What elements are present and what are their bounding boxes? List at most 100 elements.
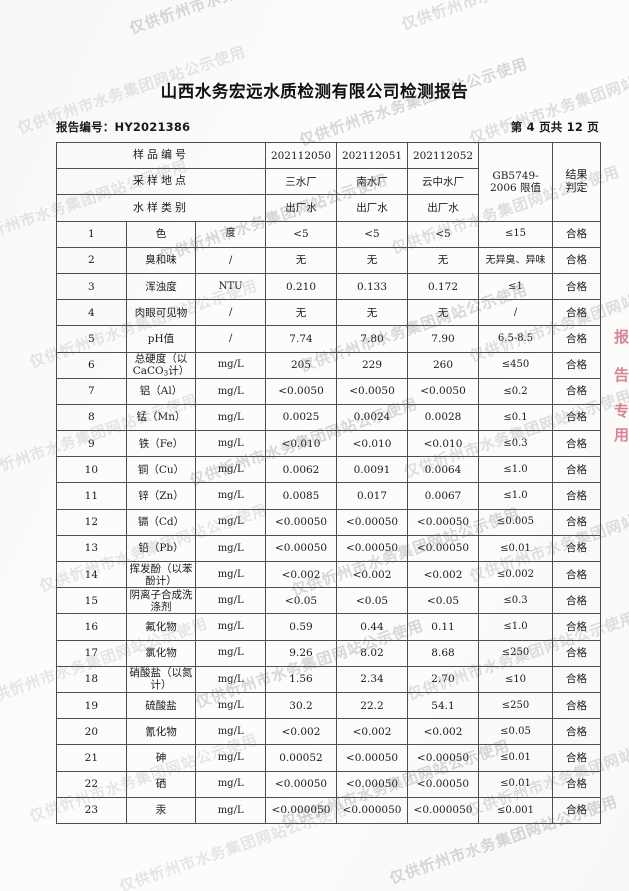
standard-limit: ≤0.3: [478, 430, 553, 458]
value-sample-2: <5: [336, 220, 408, 248]
parameter-unit: mg/L: [195, 770, 266, 798]
value-sample-2: 7.80: [336, 325, 408, 353]
standard-limit: ≤0.005: [478, 508, 553, 536]
parameter-name: 臭和味: [125, 246, 197, 274]
value-sample-1: <0.0050: [265, 377, 337, 405]
verdict: 合格: [552, 691, 601, 720]
parameter-name: 铅（Pb）: [125, 534, 197, 563]
parameter-name: 砷: [125, 744, 197, 772]
value-sample-1: <0.00050: [265, 534, 337, 563]
table-row: 22 硒 mg/L <0.00050 <0.00050 <0.00050 ≤0.01 合格: [56, 770, 601, 798]
parameter-name: 肉眼可见物: [125, 299, 197, 327]
standard-limit: ≤0.01: [478, 744, 553, 772]
standard-limit: ≤1.0: [478, 482, 553, 510]
row-index: 8: [56, 403, 127, 432]
standard-limit: ≤250: [478, 639, 553, 667]
water-quality-results-table: 样品编号 202112050 202112051 202112052 GB5749- 20…: [56, 141, 601, 824]
table-row: 17 氯化物 mg/L 9.26 8.02 8.68 ≤250 合格: [56, 639, 601, 667]
table-row: 5 pH值/7.74 7.80 7.90 6.5-8.5 合格: [56, 325, 601, 353]
value-sample-3: 260: [407, 351, 479, 379]
parameter-unit: mg/L: [195, 613, 266, 641]
value-sample-3: <0.00050: [407, 744, 479, 772]
standard-limit-header: GB5749- 2006 限值: [478, 142, 553, 222]
parameter-name: 硒: [125, 770, 197, 798]
verdict: 合格: [552, 560, 601, 589]
parameter-name: 挥发酚（以苯酚计）: [125, 560, 197, 589]
parameter-name: 镉（Cd）: [125, 508, 197, 536]
standard-limit: ≤0.3: [478, 587, 553, 615]
value-sample-1: 0.59: [265, 613, 337, 641]
parameter-name: 总硬度（以CaCO3计）: [125, 351, 197, 379]
verdict: 合格: [552, 718, 601, 746]
document-meta: 报告编号：HY2021386 第 4 页共 12 页: [0, 102, 629, 142]
value-sample-1: <5: [265, 220, 337, 248]
table-row: 3 浑浊度 NTU 0.210 0.133 0.172 ≤1 合格: [56, 272, 601, 301]
verdict: 合格: [552, 508, 601, 536]
report-number: 报告编号：HY2021386: [56, 120, 191, 134]
value-sample-1: 0.0085: [265, 482, 337, 510]
parameter-unit: mg/L: [195, 403, 266, 432]
standard-limit: ≤0.1: [478, 403, 553, 432]
row-index: 15: [56, 587, 127, 615]
row-index: 17: [56, 639, 127, 667]
value-sample-1: <0.010: [265, 430, 337, 458]
standard-limit: 6.5-8.5: [478, 325, 553, 353]
value-sample-1: <0.000050: [265, 796, 337, 824]
parameter-name: 氟化物: [125, 613, 197, 641]
table-row: 8 锰（Mn） mg/L 0.0025 0.0024 0.0028 ≤0.1 合格: [56, 403, 601, 432]
value-sample-2: 0.44: [336, 613, 408, 641]
value-sample-3: <0.0050: [407, 377, 479, 405]
water-type-1: 出厂水: [265, 194, 337, 222]
parameter-name: 硝酸盐（以氮计）: [125, 665, 197, 693]
table-row: 13 铅（Pb） mg/L <0.00050 <0.00050 <0.00050 ≤0.01…: [56, 534, 601, 563]
parameter-name: 浑浊度: [125, 272, 197, 301]
parameter-unit: mg/L: [195, 508, 266, 536]
parameter-name: 色: [125, 220, 197, 248]
parameter-unit: 度: [195, 220, 266, 248]
parameter-name: 氰化物: [125, 718, 197, 746]
results-table-container: 样品编号 202112050 202112051 202112052 GB5749- 20…: [0, 141, 629, 824]
page-title: 山西水务宏远水质检测有限公司检测报告: [160, 82, 469, 101]
value-sample-3: <0.000050: [407, 796, 479, 824]
water-type-3: 出厂水: [407, 194, 479, 222]
standard-limit: ≤1.0: [478, 456, 553, 484]
sampling-site-3: 云中水厂: [407, 168, 479, 196]
value-sample-2: <0.0050: [336, 377, 408, 405]
standard-limit: /: [478, 299, 553, 327]
value-sample-1: 无: [265, 299, 337, 327]
standard-limit: ≤0.01: [478, 770, 553, 798]
table-row: 6 总硬度（以CaCO3计） mg/L 205 229 260 ≤450 合格: [56, 351, 601, 379]
verdict: 合格: [552, 482, 601, 510]
standard-limit: ≤450: [478, 351, 553, 379]
verdict: 合格: [552, 430, 601, 458]
row-index: 14: [56, 560, 127, 589]
row-index: 1: [56, 220, 127, 248]
row-index: 9: [56, 430, 127, 458]
row-index: 3: [56, 272, 127, 301]
value-sample-2: <0.00050: [336, 508, 408, 536]
value-sample-1: <0.002: [265, 560, 337, 589]
value-sample-3: <0.002: [407, 560, 479, 589]
row-index: 23: [56, 796, 127, 824]
parameter-unit: mg/L: [195, 665, 266, 693]
value-sample-3: <0.00050: [407, 770, 479, 798]
value-sample-1: 0.210: [265, 272, 337, 301]
sampling-site-label: 采样地点: [56, 168, 266, 196]
table-row: 20 氰化物 mg/L <0.002 <0.002 <0.002 ≤0.05 合格: [56, 718, 601, 746]
parameter-unit: /: [195, 299, 266, 327]
standard-limit: ≤0.05: [478, 718, 553, 746]
parameter-name: 氯化物: [125, 639, 197, 667]
row-index: 6: [56, 351, 127, 379]
value-sample-3: <0.05: [407, 587, 479, 615]
row-index: 13: [56, 534, 127, 563]
standard-limit: ≤1: [478, 272, 553, 301]
value-sample-1: <0.00050: [265, 508, 337, 536]
row-index: 20: [56, 718, 127, 746]
sample-number-label: 样品编号: [56, 141, 266, 170]
value-sample-3: 无: [407, 299, 479, 327]
standard-limit: ≤0.01: [478, 534, 553, 563]
value-sample-3: 0.11: [407, 613, 479, 641]
standard-limit: ≤0.2: [478, 377, 553, 405]
parameter-name: 铁（Fe）: [125, 430, 197, 458]
row-index: 18: [56, 665, 127, 693]
